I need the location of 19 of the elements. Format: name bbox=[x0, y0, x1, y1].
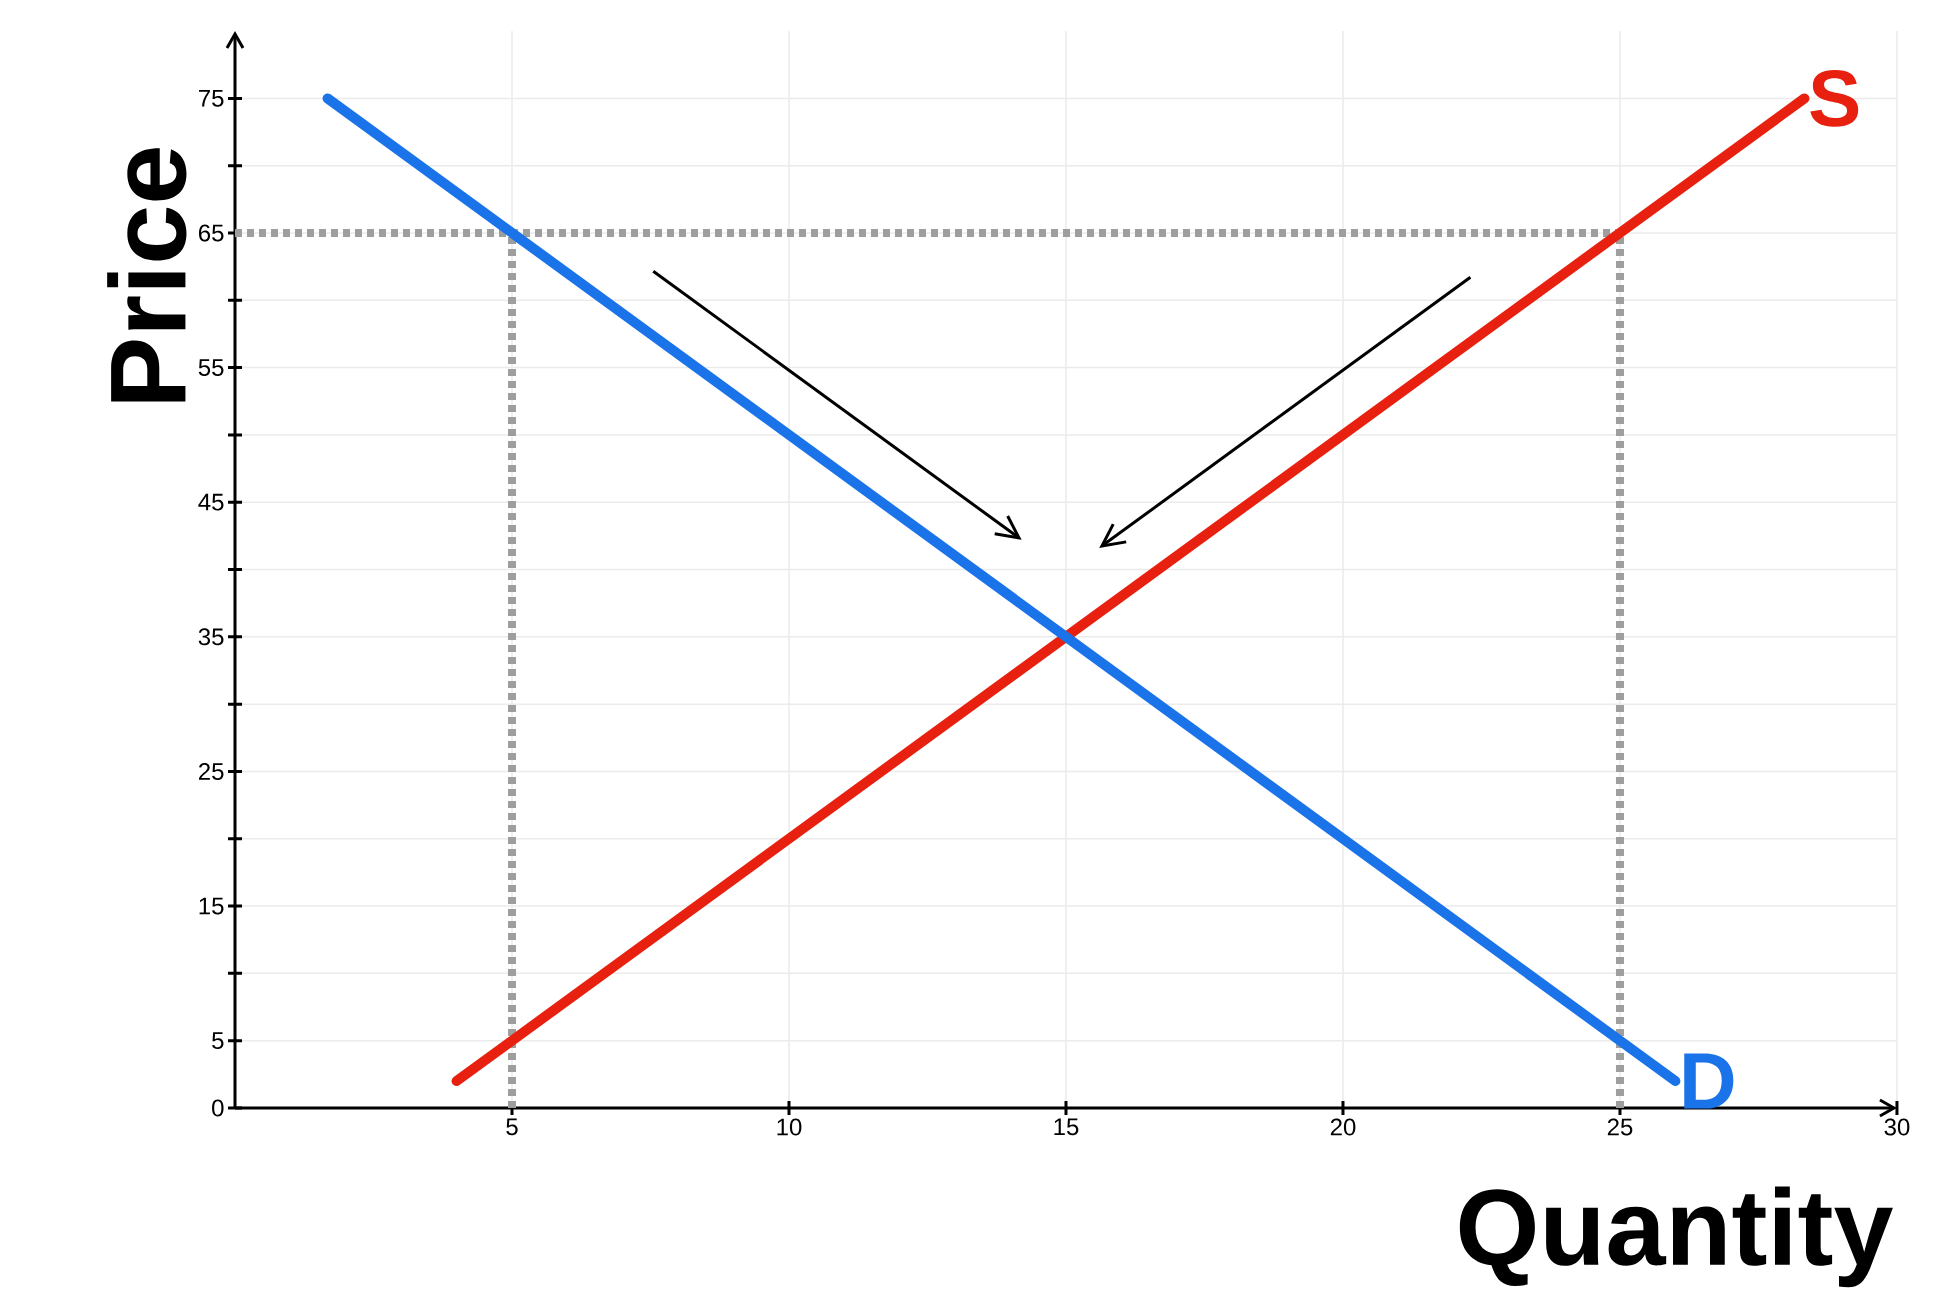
x-tick-label: 5 bbox=[506, 1118, 518, 1136]
y-tick-label: 65 bbox=[199, 224, 224, 242]
x-tick-label: 20 bbox=[1330, 1118, 1356, 1136]
y-tick-label: 35 bbox=[198, 628, 224, 646]
y-axis-title: Price bbox=[107, 148, 187, 402]
y-tick-label: 15 bbox=[199, 897, 224, 915]
series-label: S bbox=[1810, 70, 1859, 127]
x-tick-label: 15 bbox=[1054, 1118, 1079, 1136]
y-tick-label: 75 bbox=[199, 90, 224, 107]
y-tick-label: 5 bbox=[212, 1032, 224, 1050]
x-tick-label: 30 bbox=[1884, 1118, 1910, 1136]
x-axis-title: Quantity bbox=[1459, 1186, 1893, 1288]
x-tick-label: 25 bbox=[1607, 1118, 1633, 1136]
y-tick-label: 45 bbox=[198, 493, 224, 511]
series-label: D bbox=[1684, 1053, 1734, 1109]
x-tick-label: 10 bbox=[777, 1118, 802, 1136]
y-tick-label: 55 bbox=[198, 359, 224, 376]
y-tick-label: 25 bbox=[198, 762, 224, 780]
y-tick-label: 0 bbox=[212, 1099, 224, 1117]
